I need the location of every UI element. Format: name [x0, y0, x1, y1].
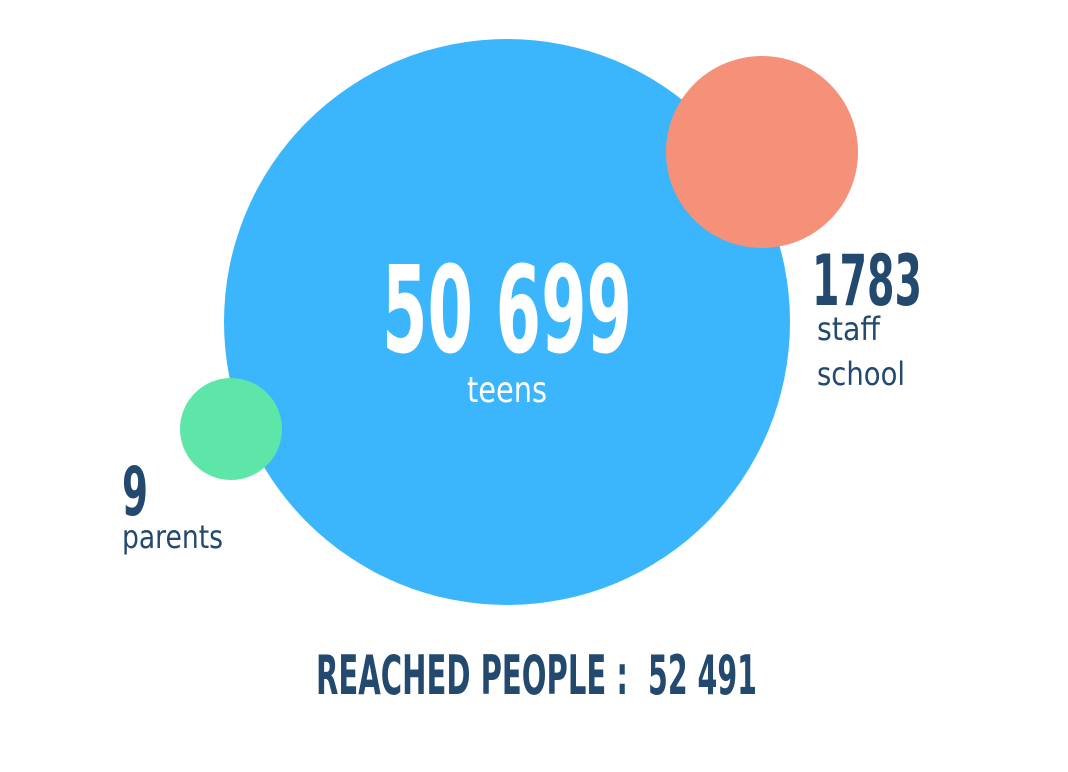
teens-value: 50 699 — [382, 242, 632, 381]
teens-bubble — [224, 39, 790, 605]
parents-bubble — [180, 378, 282, 480]
staff-value: 1783 — [812, 240, 922, 322]
staff-bubble — [666, 56, 858, 248]
total-label: REACHED PEOPLE : — [316, 644, 628, 707]
staff-label: school — [817, 355, 905, 393]
total-value: 52 491 — [648, 644, 757, 707]
parents-value: 9 — [122, 453, 148, 532]
staff-label: staff — [817, 310, 881, 348]
parents-label: parents — [122, 518, 223, 556]
teens-label: teens — [467, 370, 547, 411]
